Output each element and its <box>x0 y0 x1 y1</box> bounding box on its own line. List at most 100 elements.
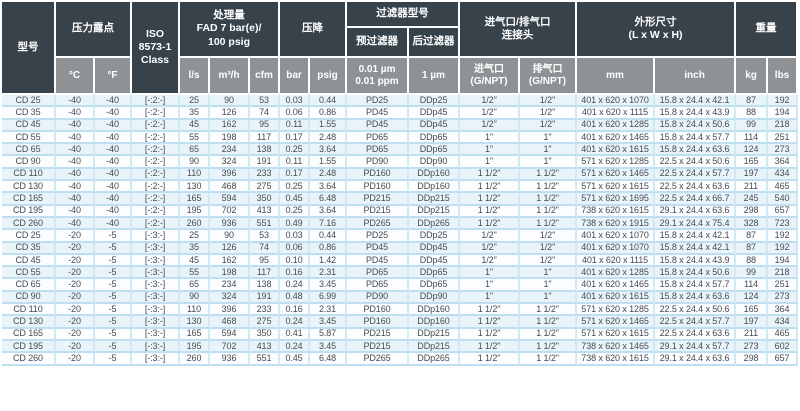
weight-lbs-cell: 657 <box>768 353 799 366</box>
drop-bar-cell: 0.03 <box>280 230 311 243</box>
after-filter-cell: DDp215 <box>409 205 461 218</box>
unit-header-outlet: 排气口 (G/NPT) <box>520 58 578 95</box>
pre-filter-cell: PD90 <box>347 291 410 305</box>
dew-point-f-cell: -5 <box>95 304 132 317</box>
dimensions-inch-cell: 22.5 x 24.4 x 66.7 <box>655 193 737 206</box>
dew-point-f-cell: -5 <box>95 340 132 354</box>
after-filter-cell: DDp160 <box>409 181 461 194</box>
capacity-cfm-cell: 138 <box>250 144 281 157</box>
capacity-m3h-cell: 198 <box>210 131 250 145</box>
dimensions-mm-cell: 571 x 620 x 1285 <box>577 156 656 169</box>
weight-kg-cell: 197 <box>736 316 769 329</box>
weight-kg-cell: 124 <box>736 144 769 157</box>
weight-lbs-cell: 192 <box>768 95 799 108</box>
capacity-cfm-cell: 117 <box>250 267 281 280</box>
iso-class-cell: [-:2:-] <box>132 217 180 231</box>
dimensions-mm-cell: 401 x 620 x 1070 <box>577 242 656 255</box>
inlet-connection-cell: 1 1/2" <box>460 205 521 218</box>
model-cell: CD 45 <box>2 254 56 268</box>
capacity-cfm-cell: 275 <box>250 316 281 329</box>
table-row: CD 65 -20 -5 [-:3:-] 65 234 138 0.24 3.45 PD65 DDp… <box>2 279 799 292</box>
spec-table: 型号 压力露点 ISO 8573-1 Class 处理量 FAD 7 bar(e… <box>2 2 799 366</box>
unit-header-pre-filter-spec: 0.01 µm 0.01 ppm <box>347 58 410 95</box>
drop-bar-cell: 0.06 <box>280 242 311 255</box>
iso-class-cell: [-:3:-] <box>132 254 180 268</box>
dew-point-f-cell: -40 <box>95 131 132 145</box>
unit-header-ls: l/s <box>180 58 210 95</box>
after-filter-cell: DDp65 <box>409 267 461 280</box>
dimensions-mm-cell: 401 x 620 x 1285 <box>577 119 656 132</box>
outlet-connection-cell: 1/2" <box>520 107 578 120</box>
drop-bar-cell: 0.11 <box>280 119 311 132</box>
dew-point-f-cell: -40 <box>95 95 132 108</box>
drop-bar-cell: 0.41 <box>280 328 311 341</box>
dew-point-c-cell: -40 <box>56 107 95 120</box>
weight-lbs-cell: 434 <box>768 316 799 329</box>
capacity-m3h-cell: 594 <box>210 328 250 341</box>
dimensions-mm-cell: 401 x 620 x 1070 <box>577 95 656 108</box>
pre-filter-cell: PD215 <box>347 205 410 218</box>
outlet-connection-cell: 1" <box>520 291 578 305</box>
iso-class-cell: [-:2:-] <box>132 181 180 194</box>
outlet-connection-cell: 1 1/2" <box>520 304 578 317</box>
inlet-connection-cell: 1/2" <box>460 254 521 268</box>
table-row: CD 25 -20 -5 [-:3:-] 25 90 53 0.03 0.44 PD25 DDp25… <box>2 230 799 243</box>
dimensions-mm-cell: 401 x 620 x 1615 <box>577 291 656 305</box>
weight-kg-cell: 298 <box>736 205 769 218</box>
capacity-m3h-cell: 162 <box>210 119 250 132</box>
weight-kg-cell: 114 <box>736 131 769 145</box>
capacity-cfm-cell: 191 <box>250 291 281 305</box>
dimensions-inch-cell: 22.5 x 24.4 x 50.6 <box>655 304 737 317</box>
weight-kg-cell: 298 <box>736 353 769 366</box>
capacity-m3h-cell: 90 <box>210 230 250 243</box>
weight-lbs-cell: 251 <box>768 131 799 145</box>
capacity-m3h-cell: 396 <box>210 168 250 182</box>
drop-bar-cell: 0.24 <box>280 279 311 292</box>
weight-lbs-cell: 723 <box>768 217 799 231</box>
drop-bar-cell: 0.49 <box>280 217 311 231</box>
dew-point-c-cell: -20 <box>56 242 95 255</box>
drop-psig-cell: 1.42 <box>310 254 348 268</box>
inlet-connection-cell: 1 1/2" <box>460 181 521 194</box>
weight-kg-cell: 87 <box>736 242 769 255</box>
capacity-m3h-cell: 234 <box>210 279 250 292</box>
inlet-connection-cell: 1" <box>460 156 521 169</box>
table-row: CD 260 -40 -40 [-:2:-] 260 936 551 0.49 7.16 PD26… <box>2 217 799 231</box>
capacity-cfm-cell: 233 <box>250 168 281 182</box>
table-row: CD 65 -40 -40 [-:2:-] 65 234 138 0.25 3.64 PD65 DD… <box>2 144 799 157</box>
pre-filter-cell: PD45 <box>347 242 410 255</box>
weight-lbs-cell: 218 <box>768 119 799 132</box>
pre-filter-cell: PD265 <box>347 217 410 231</box>
weight-lbs-cell: 540 <box>768 193 799 206</box>
capacity-m3h-cell: 324 <box>210 291 250 305</box>
weight-kg-cell: 211 <box>736 328 769 341</box>
dimensions-inch-cell: 15.8 x 24.4 x 63.6 <box>655 291 737 305</box>
drop-bar-cell: 0.25 <box>280 181 311 194</box>
inlet-connection-cell: 1/2" <box>460 230 521 243</box>
inlet-connection-cell: 1 1/2" <box>460 316 521 329</box>
model-cell: CD 35 <box>2 242 56 255</box>
after-filter-cell: DDp265 <box>409 217 461 231</box>
col-header-dew-point: 压力露点 <box>56 2 132 58</box>
weight-lbs-cell: 194 <box>768 107 799 120</box>
after-filter-cell: DDp45 <box>409 242 461 255</box>
outlet-connection-cell: 1/2" <box>520 119 578 132</box>
dimensions-mm-cell: 571 x 620 x 1695 <box>577 193 656 206</box>
unit-header-psig: psig <box>310 58 348 95</box>
drop-psig-cell: 7.16 <box>310 217 348 231</box>
table-row: CD 45 -20 -5 [-:3:-] 45 162 95 0.10 1.42 PD45 DDp4… <box>2 254 799 268</box>
drop-bar-cell: 0.48 <box>280 291 311 305</box>
capacity-ls-cell: 130 <box>180 181 210 194</box>
iso-class-cell: [-:2:-] <box>132 119 180 132</box>
table-row: CD 130 -40 -40 [-:2:-] 130 468 275 0.25 3.64 PD16… <box>2 181 799 194</box>
dimensions-inch-cell: 22.5 x 24.4 x 57.7 <box>655 168 737 182</box>
capacity-m3h-cell: 702 <box>210 340 250 354</box>
capacity-ls-cell: 110 <box>180 168 210 182</box>
inlet-connection-cell: 1 1/2" <box>460 168 521 182</box>
dew-point-c-cell: -40 <box>56 168 95 182</box>
inlet-connection-cell: 1/2" <box>460 242 521 255</box>
model-cell: CD 45 <box>2 119 56 132</box>
model-cell: CD 195 <box>2 340 56 354</box>
iso-class-cell: [-:3:-] <box>132 242 180 255</box>
